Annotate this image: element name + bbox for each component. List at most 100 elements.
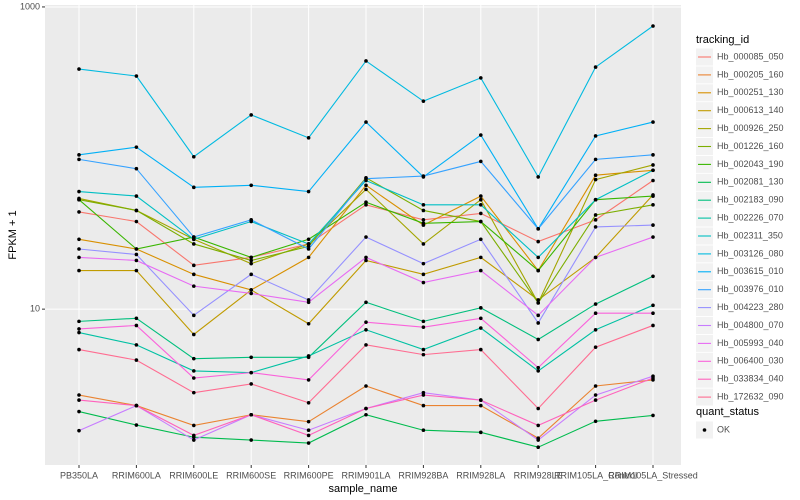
data-point — [536, 301, 540, 305]
data-point — [479, 255, 483, 260]
data-point — [249, 113, 253, 117]
data-point — [479, 398, 483, 402]
data-point — [479, 194, 483, 198]
data-point — [77, 409, 81, 414]
data-point — [249, 291, 253, 296]
data-point — [77, 330, 81, 335]
data-point — [77, 428, 81, 433]
data-point — [479, 316, 483, 321]
data-point — [421, 208, 426, 213]
data-point — [364, 235, 368, 239]
data-point — [593, 419, 598, 424]
data-point — [651, 24, 655, 28]
data-point — [593, 327, 598, 332]
data-point — [593, 345, 598, 349]
data-point — [651, 235, 655, 239]
data-point — [249, 288, 253, 292]
x-tick-label: RRIM105LA_Control — [554, 470, 637, 480]
data-point — [77, 255, 81, 260]
data-point — [134, 247, 139, 251]
data-point — [192, 242, 196, 246]
data-point — [192, 313, 196, 318]
legend-label: Hb_003976_010 — [717, 284, 784, 294]
legend-label: Hb_005993_040 — [717, 338, 784, 348]
data-point — [77, 157, 81, 162]
data-point — [479, 76, 483, 80]
legend-label: Hb_000085_050 — [717, 51, 784, 61]
data-point — [306, 354, 311, 358]
data-point — [536, 337, 540, 342]
data-point — [651, 223, 655, 227]
data-point — [536, 239, 540, 244]
data-point — [192, 369, 196, 373]
data-point — [593, 218, 598, 222]
data-point — [421, 325, 426, 329]
y-tick-label: 10 — [30, 304, 40, 314]
data-point — [306, 441, 311, 445]
data-point — [134, 258, 139, 263]
data-point — [651, 311, 655, 315]
data-point — [364, 384, 368, 388]
data-point — [306, 378, 311, 382]
data-point — [364, 327, 368, 332]
data-point — [479, 237, 483, 242]
data-point — [651, 163, 655, 167]
data-point — [364, 183, 368, 188]
data-point — [421, 319, 426, 324]
legend-label: Hb_172632_090 — [717, 391, 784, 401]
data-point — [651, 153, 655, 157]
data-point — [536, 369, 540, 373]
data-point — [77, 197, 81, 202]
data-point — [479, 211, 483, 216]
data-point — [364, 255, 368, 260]
legend-label: Hb_006400_030 — [717, 356, 784, 366]
y-axis-title: FPKM + 1 — [7, 210, 19, 259]
data-point — [306, 300, 311, 305]
data-point — [306, 247, 311, 251]
data-point — [134, 358, 139, 362]
data-point — [192, 154, 196, 159]
data-point — [249, 412, 253, 417]
data-point — [421, 218, 426, 222]
x-tick-label: RRIM600LE — [169, 470, 218, 480]
legend-point — [702, 428, 707, 432]
data-point — [536, 423, 540, 428]
data-point — [192, 376, 196, 380]
data-point — [364, 200, 368, 205]
data-point — [593, 157, 598, 162]
data-point — [536, 298, 540, 302]
x-tick-label: PB350LA — [60, 470, 98, 480]
data-point — [306, 136, 311, 140]
legend-label: Hb_000613_140 — [717, 105, 784, 115]
data-point — [536, 268, 540, 273]
data-point — [306, 255, 311, 260]
data-point — [651, 413, 655, 418]
data-point — [593, 197, 598, 202]
data-point — [479, 268, 483, 273]
data-point — [536, 227, 540, 231]
data-point — [134, 316, 139, 321]
data-point — [249, 255, 253, 260]
data-point — [364, 120, 368, 124]
data-point — [77, 189, 81, 194]
data-point — [593, 311, 598, 315]
data-point — [536, 321, 540, 325]
data-point — [364, 258, 368, 263]
data-point — [364, 406, 368, 411]
data-point — [364, 320, 368, 324]
x-tick-label: RRIM928BA — [398, 470, 448, 480]
data-point — [134, 343, 139, 347]
data-point — [479, 159, 483, 164]
data-point — [77, 393, 81, 397]
legend-label: Hb_000205_160 — [717, 69, 784, 79]
legend-label: Hb_002081_130 — [717, 177, 784, 187]
legend-label: Hb_001226_160 — [717, 141, 784, 151]
data-point — [77, 398, 81, 402]
data-point — [192, 390, 196, 395]
data-point — [77, 210, 81, 214]
data-point — [249, 218, 253, 222]
data-point — [479, 306, 483, 310]
shape-legend-title: quant_status — [696, 406, 759, 418]
data-point — [479, 430, 483, 435]
data-point — [192, 433, 196, 438]
